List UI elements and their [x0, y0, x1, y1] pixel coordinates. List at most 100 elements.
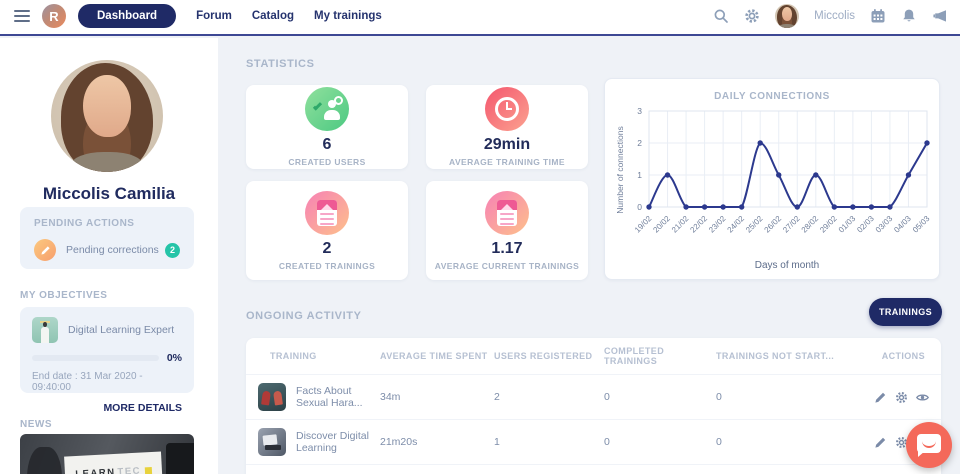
- news-camera-silhouette: [166, 443, 194, 474]
- news-title: NEWS: [20, 419, 52, 430]
- svg-text:0: 0: [637, 202, 642, 212]
- avg-time-spent: 21m20s: [380, 436, 418, 448]
- training-thumbnail: [258, 428, 286, 456]
- stat-label: CREATED USERS: [288, 157, 366, 167]
- svg-text:22/02: 22/02: [688, 214, 709, 235]
- stat-card-average-current-trainings: 1.17 AVERAGE CURRENT TRAININGS: [426, 181, 588, 280]
- nav-catalog[interactable]: Catalog: [251, 10, 295, 22]
- svg-text:21/02: 21/02: [670, 214, 691, 235]
- settings-gear-icon[interactable]: [895, 436, 908, 449]
- nav-forum[interactable]: Forum: [196, 10, 232, 22]
- daily-connections-chart: DAILY CONNECTIONS Number of connections …: [604, 78, 940, 280]
- training-thumbnail: [258, 383, 286, 411]
- news-image[interactable]: LEARN TEC: [20, 434, 194, 474]
- svg-text:04/03: 04/03: [892, 214, 913, 235]
- search-icon[interactable]: [713, 8, 729, 24]
- pending-count-badge: 2: [165, 242, 180, 258]
- svg-text:19/02: 19/02: [633, 214, 654, 235]
- table-row[interactable]: Facts About Sexual Hara... 34m 2 0 0: [246, 375, 941, 420]
- training-name: Facts About Sexual Hara...: [296, 385, 363, 409]
- objective-end-date: End date : 31 Mar 2020 - 09:40:00: [32, 371, 143, 393]
- pending-actions-card: PENDING ACTIONS Pending corrections 2: [20, 207, 194, 269]
- nav-my-trainings[interactable]: My trainings: [314, 10, 382, 22]
- settings-gear-icon[interactable]: [744, 8, 760, 24]
- chart-ylabel: Number of connections: [615, 126, 625, 214]
- trainings-button[interactable]: TRAININGS: [869, 298, 942, 326]
- svg-text:23/02: 23/02: [707, 214, 728, 235]
- objective-name: Digital Learning Expert: [68, 324, 175, 336]
- profile-name: Miccolis Camilia: [42, 184, 176, 203]
- stat-card-created-trainings: 2 CREATED TRAININGS: [246, 181, 408, 280]
- svg-text:27/02: 27/02: [781, 214, 802, 235]
- settings-gear-icon[interactable]: [895, 391, 908, 404]
- view-eye-icon[interactable]: [916, 391, 929, 404]
- training-name: Discover Digital Learning: [296, 430, 369, 454]
- svg-text:05/03: 05/03: [911, 214, 932, 235]
- app-logo[interactable]: R: [42, 4, 66, 28]
- announcements-megaphone-icon[interactable]: [932, 8, 948, 24]
- stat-label: AVERAGE TRAINING TIME: [449, 157, 565, 167]
- stat-value: 6: [322, 136, 332, 153]
- created-users-icon: [305, 87, 349, 131]
- col-trainings-not-started: TRAININGS NOT START...: [716, 351, 835, 361]
- svg-text:29/02: 29/02: [818, 214, 839, 235]
- edit-pencil-icon[interactable]: [874, 436, 887, 449]
- table-header-row: TRAINING AVERAGE TIME SPENT USERS REGIST…: [246, 338, 941, 375]
- notifications-bell-icon[interactable]: [901, 8, 917, 24]
- completed-trainings: 0: [604, 436, 610, 448]
- chart-title: DAILY CONNECTIONS: [714, 91, 830, 102]
- created-trainings-icon: [305, 190, 349, 235]
- svg-text:1: 1: [637, 170, 642, 180]
- pending-actions-title: PENDING ACTIONS: [34, 218, 135, 229]
- completed-trainings: 0: [604, 391, 610, 403]
- my-objectives-title: MY OBJECTIVES: [20, 290, 108, 301]
- news-person-silhouette: [26, 446, 62, 474]
- topbar: R Dashboard Forum Catalog My trainings M…: [0, 0, 960, 36]
- table-row[interactable]: Discover Digital Learning 21m20s 1 0 0: [246, 420, 941, 465]
- chat-messenger-icon[interactable]: [906, 422, 952, 468]
- stat-label: CREATED TRAININGS: [278, 260, 376, 271]
- svg-text:26/02: 26/02: [763, 214, 784, 235]
- stat-card-average-training-time: 29min AVERAGE TRAINING TIME: [426, 85, 588, 169]
- training-time-clock-icon: [485, 87, 529, 131]
- statistics-title: STATISTICS: [246, 58, 315, 70]
- col-completed-trainings: COMPLETED TRAININGS: [604, 346, 665, 366]
- stat-card-created-users: 6 CREATED USERS: [246, 85, 408, 169]
- user-avatar[interactable]: [775, 4, 800, 28]
- objective-progress-percent: 0%: [166, 352, 182, 364]
- correction-pencil-icon: [34, 239, 56, 261]
- svg-text:20/02: 20/02: [651, 214, 672, 235]
- stat-value: 29min: [483, 136, 531, 153]
- objective-badge-icon: [32, 317, 58, 343]
- daily-connections-plot: 012319/0220/0221/0222/0223/0224/0225/022…: [633, 107, 932, 235]
- pending-corrections-label: Pending corrections: [66, 244, 159, 256]
- calendar-icon[interactable]: [870, 8, 886, 24]
- svg-text:2: 2: [637, 138, 642, 148]
- more-details-link[interactable]: MORE DETAILS: [103, 402, 182, 414]
- nav-dashboard[interactable]: Dashboard: [78, 4, 177, 28]
- topbar-right: Miccolis: [713, 4, 948, 28]
- svg-text:3: 3: [637, 107, 642, 116]
- pending-corrections-item[interactable]: Pending corrections 2: [34, 239, 180, 261]
- stat-label: AVERAGE CURRENT TRAININGS: [434, 260, 580, 271]
- col-training: TRAINING: [270, 351, 317, 361]
- col-average-time-spent: AVERAGE TIME SPENT: [380, 351, 488, 361]
- profile-photo: [51, 60, 163, 172]
- users-registered: 1: [494, 436, 500, 448]
- users-registered: 2: [494, 391, 500, 403]
- objective-card: Digital Learning Expert 0% End date : 31…: [20, 307, 194, 414]
- edit-pencil-icon[interactable]: [874, 391, 887, 404]
- main-content: STATISTICS 6 CREATED USERS 29min AVERAGE…: [218, 38, 960, 474]
- username-label[interactable]: Miccolis: [814, 10, 855, 22]
- chart-xlabel: Days of month: [754, 260, 820, 271]
- svg-text:02/03: 02/03: [855, 214, 876, 235]
- svg-text:24/02: 24/02: [726, 214, 747, 235]
- stat-value: 2: [322, 239, 332, 257]
- trainings-not-started: 0: [716, 436, 722, 448]
- hamburger-menu-icon[interactable]: [14, 10, 30, 22]
- sidebar: Miccolis Camilia PENDING ACTIONS Pending…: [0, 38, 218, 474]
- svg-text:25/02: 25/02: [744, 214, 765, 235]
- objective-progress-bar: [32, 355, 159, 361]
- news-sign-logo: [145, 466, 153, 474]
